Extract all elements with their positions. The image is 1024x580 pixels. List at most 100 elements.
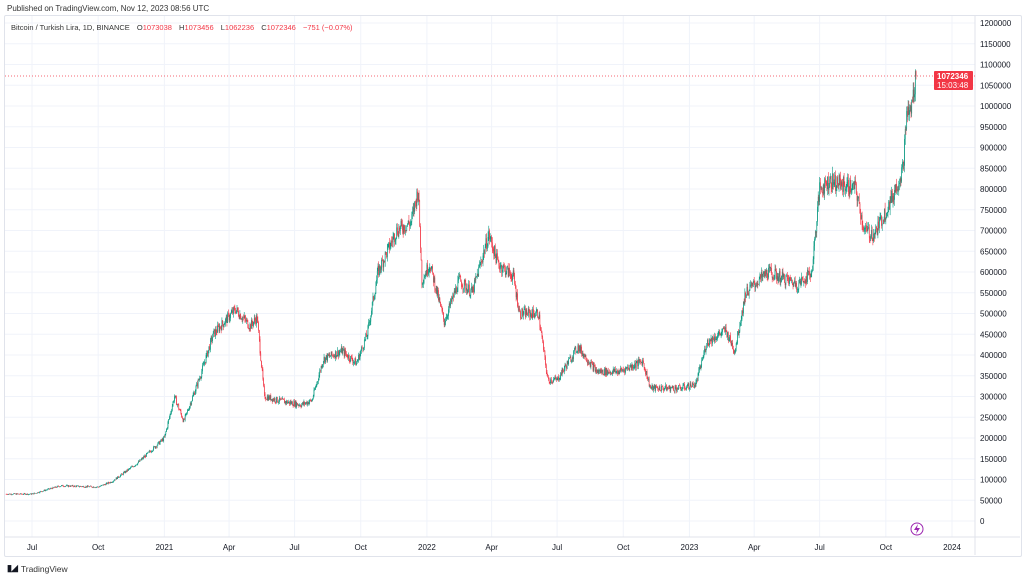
candle-body: [304, 403, 306, 405]
candle-body: [444, 322, 446, 325]
candle-body: [49, 488, 51, 490]
candle-body: [695, 381, 697, 387]
candle-body: [149, 450, 151, 452]
candle-body: [849, 179, 851, 195]
candle-body: [353, 362, 354, 364]
candle-body: [399, 225, 401, 232]
lightning-icon[interactable]: [910, 522, 924, 536]
candle-body: [609, 372, 610, 374]
candle-body: [691, 386, 692, 388]
candle-body: [407, 220, 409, 225]
candle-body: [165, 431, 167, 434]
candle-body: [257, 320, 259, 323]
candle-body: [617, 371, 619, 374]
candle-body: [319, 370, 321, 376]
candle-body: [308, 402, 310, 405]
candle-body: [617, 370, 618, 374]
candle-body: [719, 332, 721, 334]
candle-body: [358, 354, 359, 360]
candle-body: [829, 179, 831, 188]
candle-body: [492, 248, 494, 251]
candle-body: [673, 390, 675, 392]
candle-body: [147, 452, 149, 454]
candle-body: [507, 266, 509, 277]
candle-body: [754, 284, 756, 288]
candle-body: [559, 377, 561, 380]
candle-body: [758, 284, 759, 285]
candle-body: [419, 200, 421, 227]
close-label: C: [261, 23, 267, 32]
candle-body: [355, 358, 357, 366]
brand-name[interactable]: TradingView: [20, 563, 68, 574]
candle-body: [702, 358, 703, 361]
candle-body: [786, 275, 787, 277]
candle-body: [912, 99, 913, 102]
candle-body: [458, 276, 460, 277]
candle-body: [531, 314, 533, 319]
candle-body: [284, 399, 285, 404]
candle-body: [403, 225, 405, 233]
candle-body: [426, 264, 428, 276]
chart-frame[interactable]: [4, 15, 1022, 557]
candle-body: [88, 486, 90, 488]
candle-body: [789, 277, 791, 279]
candle-body: [68, 485, 70, 487]
candle-body: [185, 413, 187, 415]
candle-body: [799, 279, 801, 285]
candle-body: [533, 313, 535, 318]
candle-body: [389, 242, 390, 250]
candle-body: [352, 360, 354, 364]
candle-body: [356, 363, 357, 366]
candle-body: [625, 367, 627, 369]
y-tick-label: 250000: [980, 413, 1007, 422]
candle-body: [791, 280, 793, 284]
candle-body: [314, 389, 316, 391]
candle-body: [884, 208, 886, 220]
candle-body: [250, 324, 252, 329]
candle-body: [512, 275, 513, 281]
candle-body: [541, 332, 543, 338]
candle-body: [677, 388, 679, 390]
tradingview-logo-icon[interactable]: ▮◢: [7, 563, 18, 573]
candle-body: [549, 381, 551, 384]
candle-body: [899, 178, 901, 183]
candle-body: [148, 450, 150, 452]
candle-body: [625, 367, 626, 373]
candle-body: [431, 266, 433, 269]
candle-body: [904, 138, 905, 166]
candle-body: [219, 326, 221, 332]
candle-body: [452, 294, 454, 299]
candle-body: [71, 485, 72, 487]
candle-body: [497, 253, 498, 259]
candle-body: [737, 331, 738, 342]
candle-body: [730, 335, 731, 342]
candle-body: [583, 353, 585, 357]
symbol-label[interactable]: Bitcoin / Turkish Lira, 1D, BINANCE: [11, 23, 130, 32]
candle-body: [700, 365, 702, 369]
candle-body: [242, 317, 244, 321]
candle-body: [792, 283, 794, 287]
candle-body: [394, 240, 396, 242]
candle-body: [704, 348, 705, 353]
candle-body: [343, 348, 345, 356]
candle-body: [379, 265, 380, 276]
candle-body: [755, 285, 757, 287]
close-value: 1072346: [266, 23, 296, 32]
candle-body: [594, 364, 595, 367]
candle-body: [714, 336, 716, 340]
candle-body: [574, 347, 576, 349]
candle-body: [476, 273, 478, 277]
candle-body: [498, 260, 500, 266]
candle-body: [870, 237, 872, 239]
candle-body: [720, 333, 721, 336]
candle-body: [203, 364, 205, 365]
candle-body: [461, 286, 463, 288]
candle-body: [861, 215, 862, 220]
candle-body: [914, 94, 915, 98]
candle-body: [787, 278, 789, 279]
candle-body: [177, 404, 179, 405]
candle-body: [14, 493, 16, 494]
candle-body: [350, 356, 352, 362]
candle-body: [889, 196, 891, 210]
